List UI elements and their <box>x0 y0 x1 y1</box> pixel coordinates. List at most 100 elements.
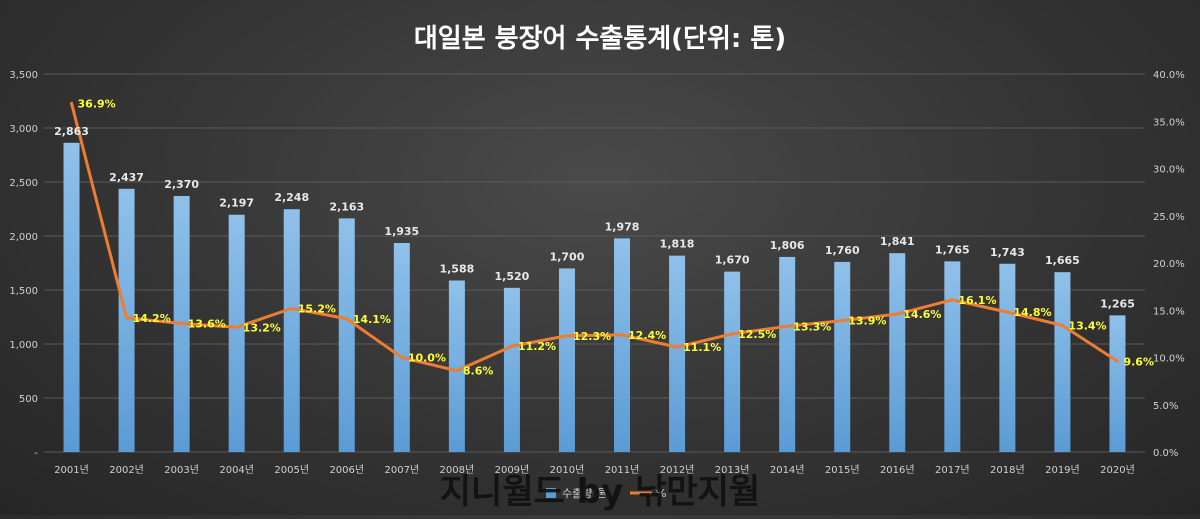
line-point <box>1060 323 1064 327</box>
bar <box>503 287 520 452</box>
legend: 수출량(톤) % <box>546 487 666 500</box>
line-point <box>620 333 624 337</box>
bar <box>944 261 961 452</box>
bar-value-label: 1,841 <box>880 235 915 248</box>
x-tick-label: 2018년 <box>990 464 1025 476</box>
line-point <box>345 317 349 321</box>
percent-value-label: 14.2% <box>133 312 171 325</box>
bar <box>779 256 796 452</box>
legend-line-label: % <box>656 487 666 500</box>
line-series <box>70 101 1119 373</box>
bar <box>1054 272 1071 452</box>
bar <box>1109 315 1126 452</box>
bar-value-label: 2,863 <box>54 125 89 138</box>
bar-value-label: 1,978 <box>605 220 640 233</box>
bar <box>614 238 631 452</box>
x-tick-label: 2017년 <box>935 464 970 476</box>
bar <box>834 261 851 452</box>
bar-value-label: 1,665 <box>1045 254 1080 267</box>
x-tick-label: 2012년 <box>660 464 695 476</box>
percent-value-label: 12.3% <box>573 330 611 343</box>
line-point <box>400 356 404 359</box>
x-tick-label: 2008년 <box>440 464 475 476</box>
line-point <box>1005 310 1009 314</box>
x-tick-label: 2001년 <box>54 464 89 476</box>
percent-value-label: 11.2% <box>518 340 556 353</box>
y-left-tick-label: 500 <box>19 394 38 405</box>
bar-value-label: 1,760 <box>825 244 860 257</box>
y-right-tick-label: 5.0% <box>1153 401 1178 412</box>
x-tick-label: 2013년 <box>715 464 750 476</box>
percent-value-label: 13.6% <box>188 317 226 330</box>
bar-value-label: 1,818 <box>660 238 695 251</box>
bar <box>283 209 300 452</box>
bar-value-label: 1,765 <box>935 243 970 256</box>
bar-value-label: 2,437 <box>109 171 144 184</box>
percent-value-label: 12.4% <box>628 329 666 342</box>
x-tick-label: 2011년 <box>605 464 640 476</box>
percent-value-label: 13.3% <box>793 320 831 333</box>
line-point <box>125 316 129 320</box>
y-left-tick-label: 3,000 <box>9 124 38 135</box>
bar-value-label: 1,588 <box>439 262 474 275</box>
legend-bar-swatch <box>546 488 556 498</box>
y-right-tick-label: 20.0% <box>1153 259 1185 270</box>
y-right-tick-label: 40.0% <box>1153 70 1185 81</box>
bar <box>448 280 465 452</box>
bar <box>228 214 245 452</box>
bar-value-label: 2,370 <box>164 178 199 191</box>
x-tick-label: 2004년 <box>219 464 254 476</box>
line-point <box>235 325 239 329</box>
bar-value-label: 1,700 <box>550 250 585 263</box>
y-right-tick-label: 25.0% <box>1153 212 1185 223</box>
x-tick-label: 2009년 <box>495 464 530 476</box>
percent-value-label: 12.5% <box>738 328 776 341</box>
line-point <box>510 344 514 348</box>
bar-value-label: 2,248 <box>274 191 309 204</box>
x-tick-label: 2016년 <box>880 464 915 476</box>
y-right-tick-label: 10.0% <box>1153 354 1185 365</box>
percent-value-label: 13.9% <box>848 315 886 328</box>
bar <box>889 253 906 452</box>
x-tick-label: 2015년 <box>825 464 860 476</box>
percent-value-label: 36.9% <box>78 97 116 110</box>
line-point <box>180 321 184 325</box>
y-left-tick-label: 1,000 <box>9 340 38 351</box>
line-point <box>950 298 954 302</box>
percent-value-label: 14.8% <box>1013 306 1051 319</box>
bar-value-label: 1,806 <box>770 239 805 252</box>
line-point <box>730 332 734 336</box>
bar <box>558 268 575 452</box>
gridlines <box>44 73 1145 453</box>
bar-value-label: 1,743 <box>990 246 1025 259</box>
x-tick-label: 2007년 <box>384 464 419 476</box>
line-point <box>455 369 459 373</box>
bar <box>724 271 741 452</box>
data-labels: 2,863 2,437 2,370 2,197 2,248 2,163 1,935 1,588… <box>54 97 1154 377</box>
bar-value-label: 1,520 <box>495 270 530 283</box>
y-right-tick-label: 30.0% <box>1153 165 1185 176</box>
percent-value-label: 14.6% <box>903 308 941 321</box>
y-right-tick-label: 0.0% <box>1153 448 1178 459</box>
percent-value-label: 13.4% <box>1068 319 1106 332</box>
bar <box>669 255 686 452</box>
line-point <box>290 306 294 310</box>
bar-value-label: 2,163 <box>329 200 364 213</box>
line-point <box>565 334 569 338</box>
line-point <box>785 324 789 328</box>
bar-value-label: 1,935 <box>384 225 419 238</box>
bar-series <box>63 142 1126 452</box>
percent-value-label: 13.2% <box>243 321 281 334</box>
line-point <box>70 101 74 105</box>
axes: - 500 1,000 1,500 2,000 2,500 3,000 3,500 0.0% 5.… <box>9 70 1184 476</box>
y-left-tick-label: 1,500 <box>9 286 38 297</box>
percent-value-label: 16.1% <box>958 294 996 307</box>
percent-value-label: 8.6% <box>463 365 494 378</box>
percent-value-label: 14.1% <box>353 313 391 326</box>
bar <box>338 218 355 452</box>
y-left-tick-label: 2,000 <box>9 232 38 243</box>
bar-value-label: 1,265 <box>1100 297 1135 310</box>
percent-line <box>70 102 1119 373</box>
x-tick-label: 2014년 <box>770 464 805 476</box>
